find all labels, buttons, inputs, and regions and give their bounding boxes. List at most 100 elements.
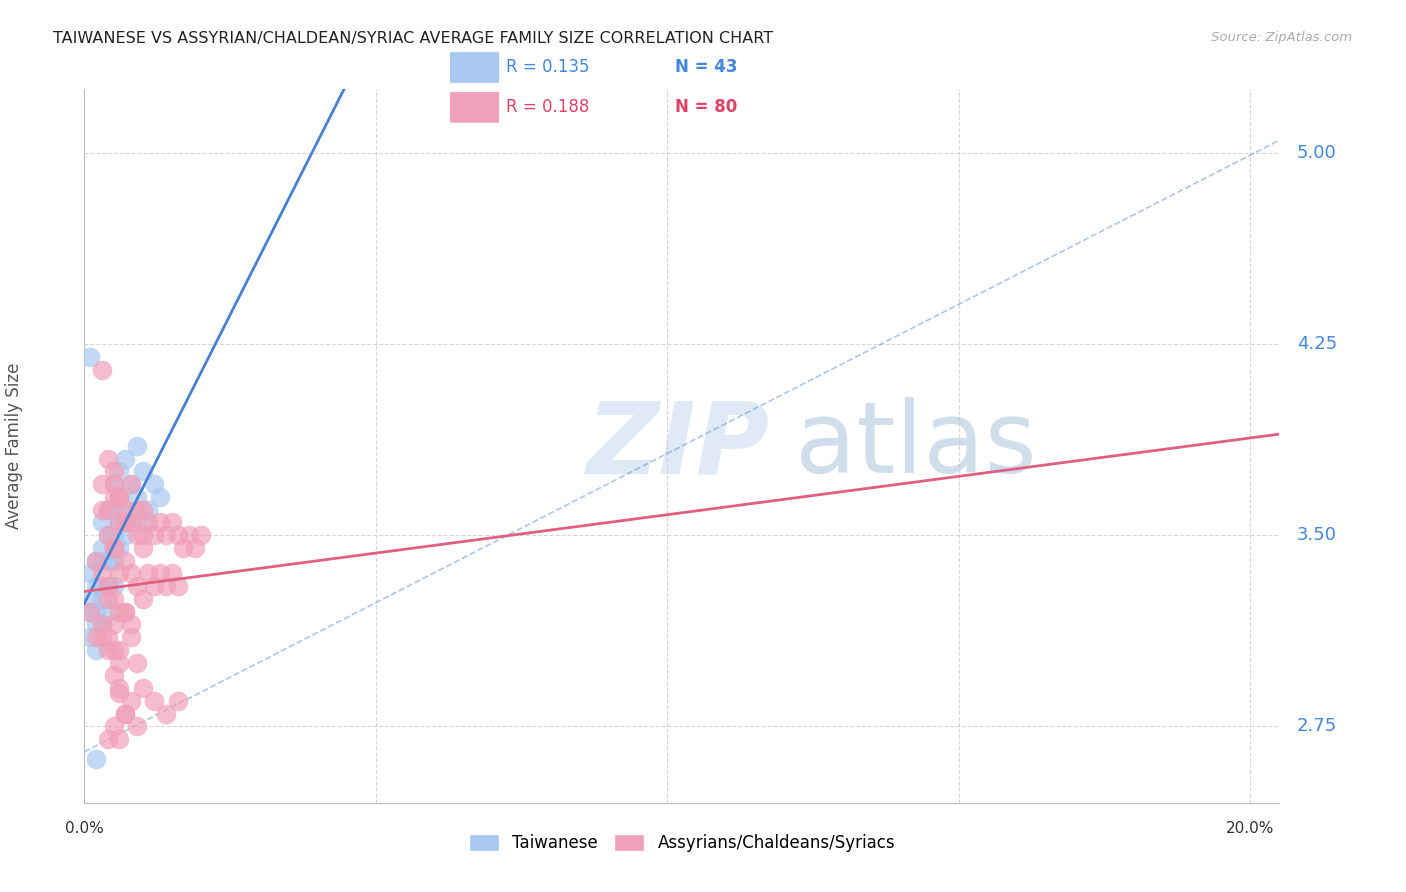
- Point: [84, 630, 107, 644]
- Point: [108, 490, 131, 504]
- Point: [184, 541, 207, 555]
- Point: [114, 516, 136, 530]
- Point: [90, 579, 112, 593]
- Point: [90, 617, 112, 632]
- Point: [103, 541, 125, 555]
- Point: [97, 554, 120, 568]
- Point: [97, 630, 120, 644]
- Point: [90, 617, 112, 632]
- Point: [97, 502, 120, 516]
- Text: ZIP: ZIP: [586, 398, 769, 494]
- Point: [90, 554, 112, 568]
- Point: [79, 566, 101, 581]
- Point: [131, 528, 153, 542]
- Point: [103, 541, 125, 555]
- Point: [166, 694, 188, 708]
- Point: [114, 706, 136, 721]
- Point: [103, 465, 125, 479]
- Point: [114, 528, 136, 542]
- Point: [103, 477, 125, 491]
- Point: [108, 643, 131, 657]
- FancyBboxPatch shape: [450, 52, 501, 84]
- Point: [84, 554, 107, 568]
- Point: [79, 605, 101, 619]
- Point: [97, 502, 120, 516]
- Point: [97, 579, 120, 593]
- Point: [108, 605, 131, 619]
- Point: [149, 490, 172, 504]
- Point: [103, 502, 125, 516]
- Point: [84, 579, 107, 593]
- Point: [160, 516, 183, 530]
- Point: [79, 605, 101, 619]
- Point: [90, 566, 112, 581]
- Text: Source: ZipAtlas.com: Source: ZipAtlas.com: [1212, 31, 1353, 45]
- Text: 2.75: 2.75: [1296, 717, 1337, 735]
- Point: [120, 516, 142, 530]
- Point: [97, 643, 120, 657]
- Point: [84, 605, 107, 619]
- Point: [125, 502, 148, 516]
- Point: [90, 362, 112, 376]
- Point: [108, 656, 131, 670]
- Point: [103, 668, 125, 682]
- Point: [120, 617, 142, 632]
- Point: [103, 643, 125, 657]
- Point: [120, 516, 142, 530]
- Point: [125, 719, 148, 733]
- Point: [125, 439, 148, 453]
- Point: [155, 579, 177, 593]
- Point: [125, 528, 148, 542]
- Point: [108, 490, 131, 504]
- Point: [155, 528, 177, 542]
- Point: [84, 617, 107, 632]
- Point: [97, 528, 120, 542]
- Point: [108, 465, 131, 479]
- Point: [97, 451, 120, 466]
- Point: [125, 490, 148, 504]
- Point: [160, 566, 183, 581]
- Text: atlas: atlas: [796, 398, 1038, 494]
- Point: [143, 579, 166, 593]
- Point: [108, 490, 131, 504]
- Point: [143, 694, 166, 708]
- Point: [131, 502, 153, 516]
- Point: [103, 554, 125, 568]
- Point: [108, 541, 131, 555]
- Point: [79, 350, 101, 364]
- Point: [155, 706, 177, 721]
- Point: [97, 732, 120, 747]
- Point: [108, 516, 131, 530]
- Point: [90, 516, 112, 530]
- Point: [143, 477, 166, 491]
- Point: [103, 490, 125, 504]
- Point: [114, 554, 136, 568]
- Point: [90, 541, 112, 555]
- Point: [103, 579, 125, 593]
- Point: [125, 656, 148, 670]
- Point: [114, 706, 136, 721]
- Point: [114, 605, 136, 619]
- Text: 0.0%: 0.0%: [65, 821, 104, 836]
- Point: [103, 528, 125, 542]
- Point: [138, 502, 160, 516]
- Point: [97, 579, 120, 593]
- Point: [125, 579, 148, 593]
- Point: [108, 516, 131, 530]
- Point: [103, 617, 125, 632]
- Text: N = 43: N = 43: [675, 59, 737, 77]
- Point: [114, 516, 136, 530]
- Point: [114, 451, 136, 466]
- Point: [120, 694, 142, 708]
- Text: R = 0.135: R = 0.135: [506, 59, 589, 77]
- Text: 3.50: 3.50: [1296, 526, 1337, 544]
- Text: Average Family Size: Average Family Size: [6, 363, 24, 529]
- Point: [190, 528, 212, 542]
- Point: [166, 579, 188, 593]
- Point: [172, 541, 194, 555]
- Point: [90, 591, 112, 606]
- Point: [131, 541, 153, 555]
- Point: [131, 591, 153, 606]
- Point: [108, 732, 131, 747]
- Point: [120, 566, 142, 581]
